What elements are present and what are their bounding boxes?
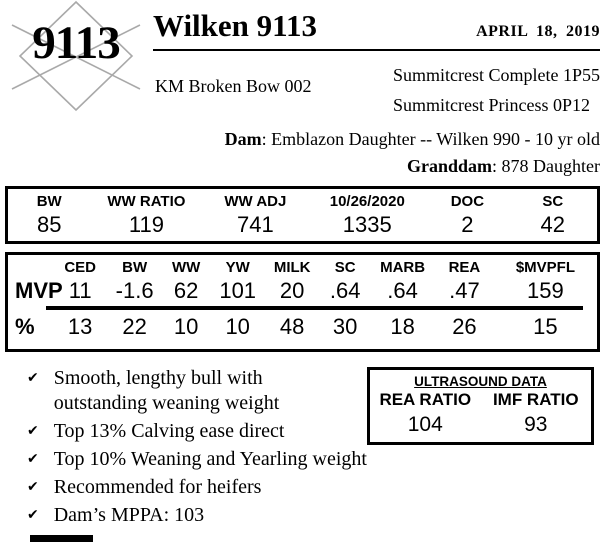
dam-label: Dam [224, 129, 262, 149]
table-value: 741 [237, 212, 274, 237]
epd-table: CED BW WW YW MILK SC MARB REA $MVPFL MVP… [5, 252, 600, 352]
granddam-value: : 878 Daughter [492, 156, 600, 176]
column-header: SC [334, 259, 356, 276]
note-text: Top 13% Calving ease direct [53, 420, 285, 442]
crossed-diamond-brand-icon [11, 0, 141, 112]
table-value: 85 [36, 212, 62, 237]
epd-value: .47 [449, 278, 480, 303]
note-text: Top 10% Weaning and Yearling weight [53, 448, 367, 470]
epd-value: 159 [527, 278, 564, 303]
column-header: 10/26/2020 [329, 193, 405, 210]
epd-value: 11 [68, 278, 92, 303]
column-header: YW [225, 259, 250, 276]
checkmark-icon: ✔ [27, 451, 39, 467]
ultrasound-box: ULTRASOUND DATA REA RATIO IMF RATIO 104 … [367, 367, 594, 445]
column-header: WW [171, 259, 201, 276]
epd-value: .64 [329, 278, 361, 303]
column-header: WW RATIO [107, 193, 186, 210]
epd-value: 101 [219, 278, 257, 303]
header: Wilken 9113 APRIL 18, 2019 [153, 8, 600, 51]
column-header: REA [448, 259, 481, 276]
lot-tag: 9113 [8, 0, 144, 112]
performance-header-row: BW WW RATIO WW ADJ 10/26/2020 DOC SC [8, 189, 597, 210]
bottom-partial-bar [30, 535, 93, 542]
granddam-line: Granddam: 878 Daughter [225, 153, 600, 180]
list-item: ✔ Top 13% Calving ease direct [27, 419, 373, 444]
checkmark-icon: ✔ [27, 370, 39, 386]
list-item: ✔ Smooth, lengthy bull with outstanding … [27, 366, 373, 416]
epd-value: 62 [173, 278, 199, 303]
epd-mvp-row: MVP 11 -1.6 62 101 20 .64 .64 .47 159 [8, 276, 597, 305]
ultrasound-value: 104 [407, 413, 443, 436]
sire-parents: Summitcrest Complete 1P55 Summitcrest Pr… [393, 60, 600, 120]
column-header: MILK [273, 259, 311, 276]
performance-table: BW WW RATIO WW ADJ 10/26/2020 DOC SC 85 … [5, 186, 600, 244]
dam-value: : Emblazon Daughter -- Wilken 990 - 10 y… [261, 129, 600, 149]
pedigree-section: KM Broken Bow 002 Summitcrest Complete 1… [155, 60, 600, 120]
checkmark-icon: ✔ [27, 479, 39, 495]
column-header: DOC [450, 193, 485, 210]
column-header: BW [122, 259, 148, 276]
epd-value: 20 [279, 278, 305, 303]
sale-date: APRIL 18, 2019 [476, 23, 600, 40]
note-text: Smooth, lengthy bull with outstanding we… [53, 367, 280, 414]
epd-value: 18 [390, 314, 415, 339]
note-text: Dam’s MPPA: 103 [53, 504, 205, 526]
checkmark-icon: ✔ [27, 507, 39, 523]
epd-value: 10 [225, 314, 250, 339]
performance-value-row: 85 119 741 1335 2 42 [8, 210, 597, 240]
column-header: SC [542, 193, 564, 210]
checkmark-icon: ✔ [27, 423, 39, 439]
dam-line: Dam: Emblazon Daughter -- Wilken 990 - 1… [225, 126, 600, 153]
column-header: MARB [380, 259, 426, 276]
epd-header-row: CED BW WW YW MILK SC MARB REA $MVPFL [8, 259, 597, 276]
dam-section: Dam: Emblazon Daughter -- Wilken 990 - 1… [225, 126, 600, 180]
ultrasound-value: 93 [524, 413, 548, 436]
row-label: % [15, 314, 35, 339]
column-header: $MVPFL [515, 259, 575, 276]
table-value: 42 [540, 212, 566, 237]
ultrasound-title: ULTRASOUND DATA [414, 374, 547, 389]
ultrasound-value-row: 104 93 [370, 413, 591, 437]
epd-divider-rule [46, 306, 583, 310]
granddam-label: Granddam [406, 156, 493, 176]
sire-parent-2: Summitcrest Princess 0P12 [393, 95, 590, 115]
epd-value: .64 [387, 278, 418, 303]
note-text: Recommended for heifers [53, 476, 262, 498]
epd-value: 10 [173, 314, 199, 339]
column-header: REA RATIO [379, 390, 472, 409]
sire-parent-1: Summitcrest Complete 1P55 [393, 65, 600, 85]
epd-value: 26 [452, 314, 477, 339]
column-header: WW ADJ [224, 193, 287, 210]
tag-number: 9113 [32, 17, 120, 69]
column-header: BW [36, 193, 62, 210]
notes-list: ✔ Smooth, lengthy bull with outstanding … [27, 366, 373, 531]
epd-value: 22 [122, 314, 147, 339]
animal-title: Wilken 9113 [153, 8, 317, 43]
epd-value: 15 [533, 314, 558, 339]
table-value: 1335 [342, 212, 392, 237]
epd-percent-row: % 13 22 10 10 48 30 18 26 15 [8, 312, 597, 341]
ultrasound-header-row: REA RATIO IMF RATIO [370, 390, 591, 410]
list-item: ✔ Dam’s MPPA: 103 [27, 503, 373, 528]
row-label: MVP [15, 278, 63, 303]
epd-value: 13 [67, 314, 93, 339]
table-value: 119 [128, 212, 164, 237]
column-header: IMF RATIO [492, 390, 579, 409]
epd-value: 30 [332, 314, 358, 339]
epd-value: 48 [279, 314, 305, 339]
list-item: ✔ Recommended for heifers [27, 475, 373, 500]
column-header: CED [64, 259, 96, 276]
sire-name: KM Broken Bow 002 [155, 76, 312, 96]
list-item: ✔ Top 10% Weaning and Yearling weight [27, 447, 373, 472]
table-value: 2 [461, 212, 474, 237]
epd-value: -1.6 [115, 278, 154, 303]
